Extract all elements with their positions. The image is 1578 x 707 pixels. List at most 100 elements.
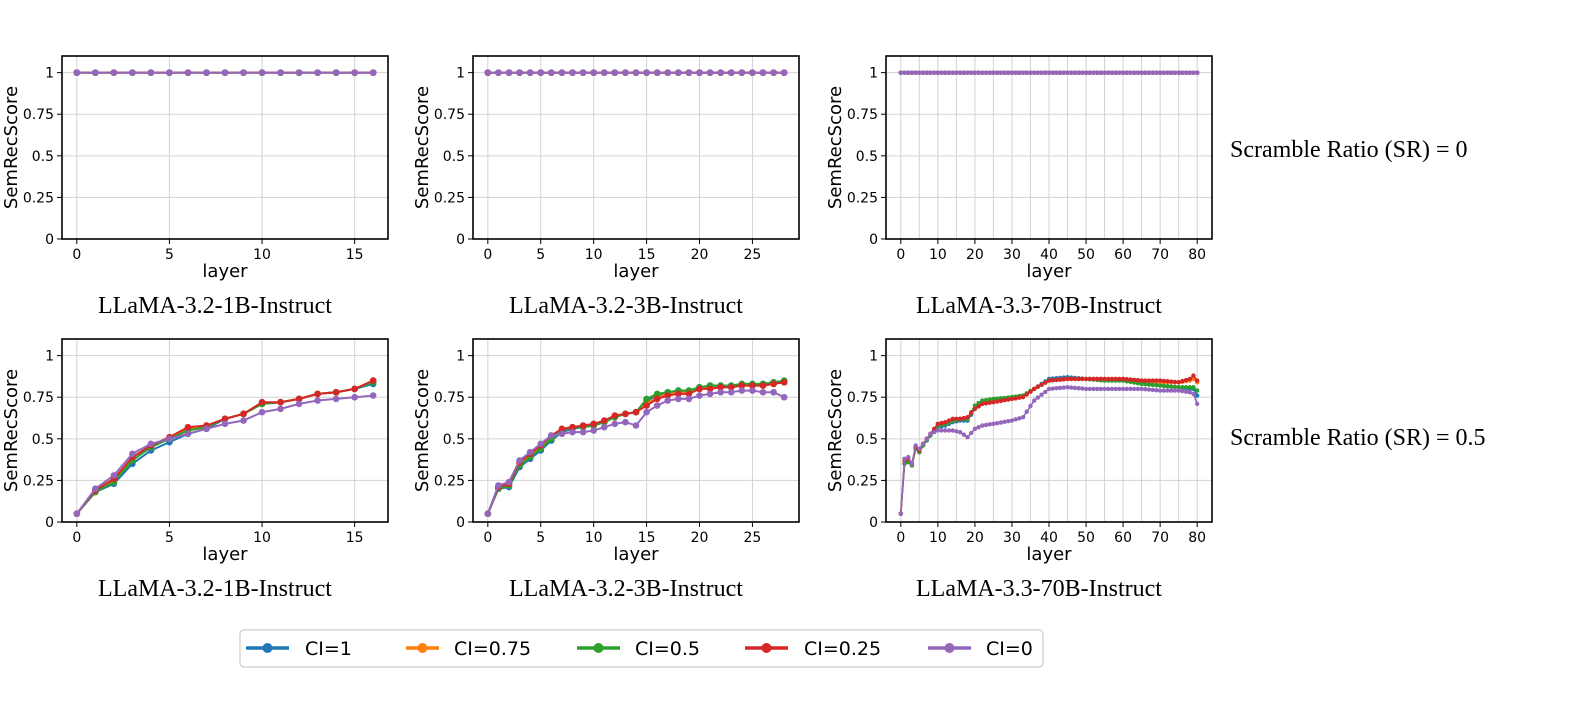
data-point [965,414,970,420]
data-point [1135,378,1141,383]
data-point [920,441,926,447]
x-tick-label: 30 [1003,530,1021,546]
data-point [987,422,992,427]
data-point [946,70,952,75]
data-point [1050,70,1055,75]
data-point [675,395,682,403]
data-point [924,436,929,442]
legend-label-ci-0: CI=0 [986,638,1033,660]
data-point [917,446,922,451]
data-point [1169,388,1174,393]
y-tick-label: 1 [456,66,465,82]
data-point [664,397,672,404]
data-point [1154,388,1159,393]
data-point [369,392,377,399]
data-point [147,69,155,76]
data-point [1139,70,1144,75]
series-ci-0-25 [484,378,788,517]
data-point [1002,70,1007,75]
data-point [1076,70,1081,75]
y-tick-label: 0 [45,232,54,248]
data-point [1191,70,1196,75]
data-point [1098,376,1104,382]
data-point [998,420,1004,425]
data-point [643,408,650,416]
data-point [314,397,321,404]
data-point [1150,382,1155,388]
data-point [1157,70,1163,75]
data-point [221,69,229,76]
data-point [166,69,173,76]
data-point [1183,377,1189,383]
data-point [1072,70,1078,75]
legend-marker-ci-0 [944,643,955,653]
data-point [495,69,502,76]
data-point [1076,376,1081,382]
panel-4: 0 5 10 15 0 0.25 0.5 0.75 1 layer SemRecScore LLaMA… [1,338,389,602]
data-point [1080,376,1085,382]
data-point [1028,403,1033,409]
data-point [976,70,981,75]
y-axis-label: SemRecScore [825,369,846,492]
data-point [1176,380,1181,385]
data-point [664,69,672,76]
data-point [1176,385,1181,390]
x-tick-label: 25 [744,247,762,263]
data-point [1157,383,1163,388]
data-point [258,408,266,416]
y-tick-label: 0.25 [847,190,878,206]
data-point [1083,376,1089,382]
data-point [957,70,963,75]
data-point [976,400,981,406]
data-point [240,69,247,76]
data-point [1161,70,1167,75]
data-point [622,69,629,76]
data-point [1180,385,1185,390]
data-point [1080,386,1085,391]
data-point [727,69,735,76]
data-point [295,395,303,403]
data-point [898,511,904,516]
data-point [1020,70,1026,75]
legend-entry-ci-025: CI=0.25 [745,638,881,660]
data-point [1031,398,1037,403]
data-point [987,70,992,75]
data-point [1006,70,1011,75]
data-point [643,69,650,76]
data-point [1180,388,1185,394]
data-point [1043,70,1048,75]
y-tick-label: 1 [869,349,878,365]
data-point [1017,416,1022,421]
data-point [590,420,597,428]
data-point [369,69,377,76]
data-point [1013,396,1018,401]
x-tick-label: 0 [483,247,492,263]
data-point [632,422,640,429]
data-point [706,69,714,76]
data-point [1194,70,1200,75]
data-point [1194,401,1200,407]
data-point [1117,376,1122,382]
data-point [991,70,996,75]
data-point [987,400,992,405]
data-point [622,418,629,426]
series-line [486,379,785,515]
data-point [1143,387,1148,392]
panel-1: 0 5 10 15 0 0.25 0.5 0.75 1 layer SemRecScore LLaMA… [1,55,389,319]
data-point [1072,385,1078,391]
data-point [1194,393,1200,398]
legend: CI=1 CI=0.75 CI=0.5 CI=0.25 CI=0 [239,629,1044,668]
data-point [1161,388,1167,393]
data-point [1006,397,1011,402]
data-point [351,69,358,76]
data-point [994,420,1000,426]
data-point [1039,382,1044,387]
data-point [1187,390,1192,395]
data-point [987,397,992,402]
data-point [1161,383,1167,389]
data-point [643,402,650,409]
data-point [1050,378,1055,383]
data-point [685,69,693,76]
data-point [994,399,1000,404]
series-line [76,394,374,515]
